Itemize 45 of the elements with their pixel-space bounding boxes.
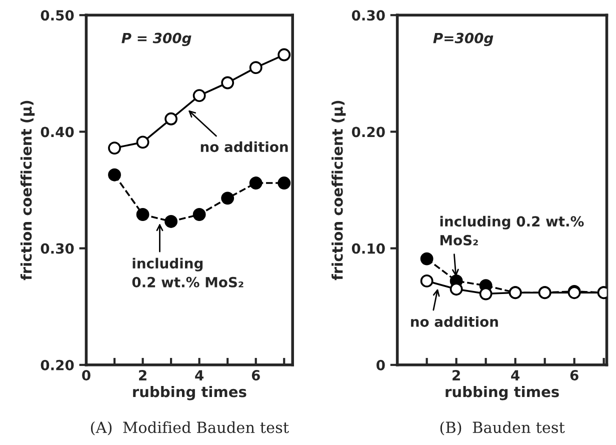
y-tick-label: 0.30 [352, 10, 385, 21]
x-axis-title: rubbing times [446, 386, 559, 400]
point [108, 168, 121, 182]
point [221, 192, 234, 205]
x-tick-label: 4 [511, 370, 520, 380]
x-tick-label: 6 [570, 370, 578, 381]
annotation: including 0.2 wt.% MoS₂ [440, 216, 584, 246]
y-tick-label: 0.40 [40, 126, 74, 138]
y-tick-label: 0.10 [352, 243, 385, 254]
text: (B) Bauden test [440, 421, 565, 436]
point [420, 274, 434, 288]
x-tick-label: 0 [82, 370, 90, 381]
y-tick-label: 0.20 [352, 126, 385, 138]
point [192, 89, 206, 102]
point [221, 76, 234, 90]
y-tick-label: 0 [376, 360, 385, 370]
point [278, 176, 291, 190]
x-tick-label: 4 [195, 370, 204, 380]
point [420, 252, 434, 266]
annotation: no addition [200, 141, 288, 152]
point [136, 136, 150, 149]
x-axis-title: rubbing times [133, 386, 246, 400]
x-tick-label: 2 [452, 370, 460, 380]
x-tick-label: 6 [252, 370, 260, 381]
y-tick-label: 0.50 [40, 10, 74, 21]
x-tick-label: 2 [139, 370, 146, 380]
point [164, 215, 178, 228]
point [249, 61, 262, 74]
point [108, 142, 121, 155]
point [136, 208, 150, 221]
y-axis-title: friction coefficient (μ) [20, 100, 35, 280]
point [278, 48, 291, 62]
point [479, 287, 492, 300]
text: (A) Modified Bauden test [91, 421, 289, 436]
annotation: including 0.2 wt.% MoS₂ [132, 258, 244, 288]
point [192, 208, 206, 221]
point [450, 282, 463, 296]
annotation: no addition [411, 316, 498, 327]
y-tick-label: 0.30 [40, 243, 74, 254]
point [164, 112, 178, 126]
y-axis-title: friction coefficient (μ) [332, 100, 346, 280]
point [249, 176, 262, 190]
y-tick-label: 0.20 [40, 360, 74, 370]
annotation: P = 300g [122, 32, 192, 46]
annotation: P=300g [433, 32, 494, 46]
